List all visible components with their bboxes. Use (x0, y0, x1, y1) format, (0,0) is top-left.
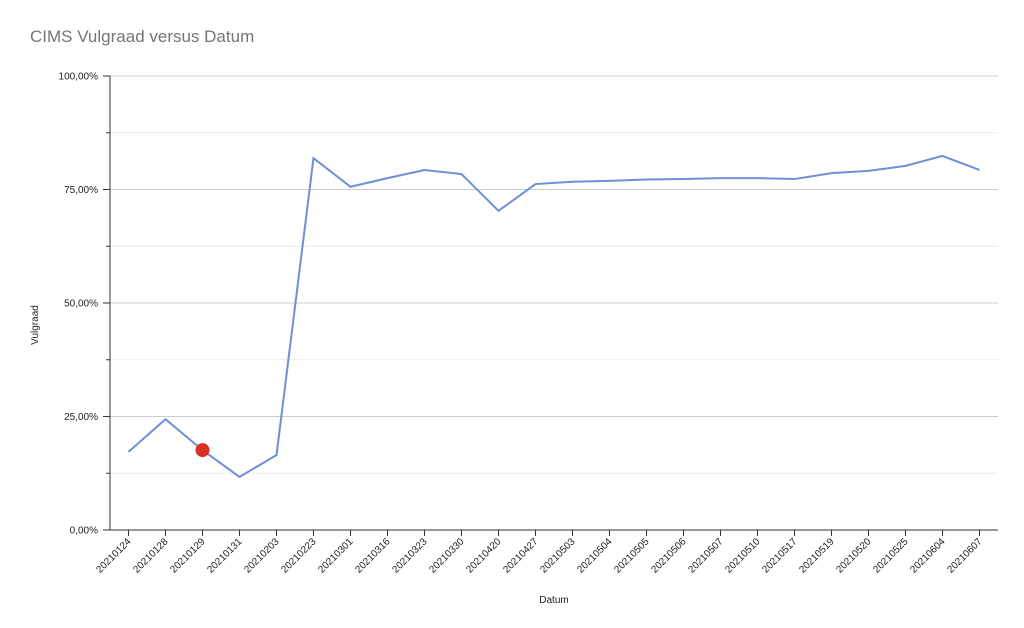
x-tick-label: 20210525 (871, 536, 911, 576)
x-tick-label: 20210510 (723, 536, 763, 576)
x-tick-label: 20210124 (94, 536, 134, 576)
x-tick-label: 20210507 (686, 536, 726, 576)
x-tick-label: 20210316 (353, 536, 393, 576)
x-tick-label: 20210128 (131, 536, 171, 576)
x-tick-label: 20210203 (242, 536, 282, 576)
y-tick-label: 50,00% (64, 299, 98, 310)
x-tick-label: 20210330 (427, 536, 467, 576)
x-tick-label: 20210129 (168, 536, 208, 576)
x-tick-label: 20210520 (834, 536, 874, 576)
y-tick-label: 0,00% (70, 526, 98, 537)
x-tick-label: 20210519 (797, 536, 837, 576)
chart-title: CIMS Vulgraad versus Datum (30, 27, 254, 46)
x-tick-label: 20210301 (316, 536, 356, 576)
x-tick-label: 20210503 (538, 536, 578, 576)
y-tick-label: 25,00% (64, 412, 98, 423)
x-tick-label: 20210427 (501, 536, 541, 576)
highlight-point (195, 443, 210, 458)
y-axis-title: Vulgraad (30, 305, 41, 345)
x-tick-label: 20210604 (908, 536, 948, 576)
x-tick-label: 20210504 (575, 536, 615, 576)
y-tick-label: 75,00% (64, 185, 98, 196)
line-series (127, 154, 980, 479)
x-tick-label: 20210607 (945, 536, 985, 576)
x-tick-label: 20210420 (464, 536, 504, 576)
x-tick-label: 20210506 (649, 536, 689, 576)
x-tick-label: 20210517 (760, 536, 800, 576)
x-tick-label: 20210223 (279, 536, 319, 576)
x-axis-title: Datum (539, 595, 568, 606)
x-tick-label: 20210505 (612, 536, 652, 576)
x-tick-label: 20210131 (205, 536, 245, 576)
x-tick-label: 20210323 (390, 536, 430, 576)
y-tick-label: 100,00% (59, 72, 99, 83)
